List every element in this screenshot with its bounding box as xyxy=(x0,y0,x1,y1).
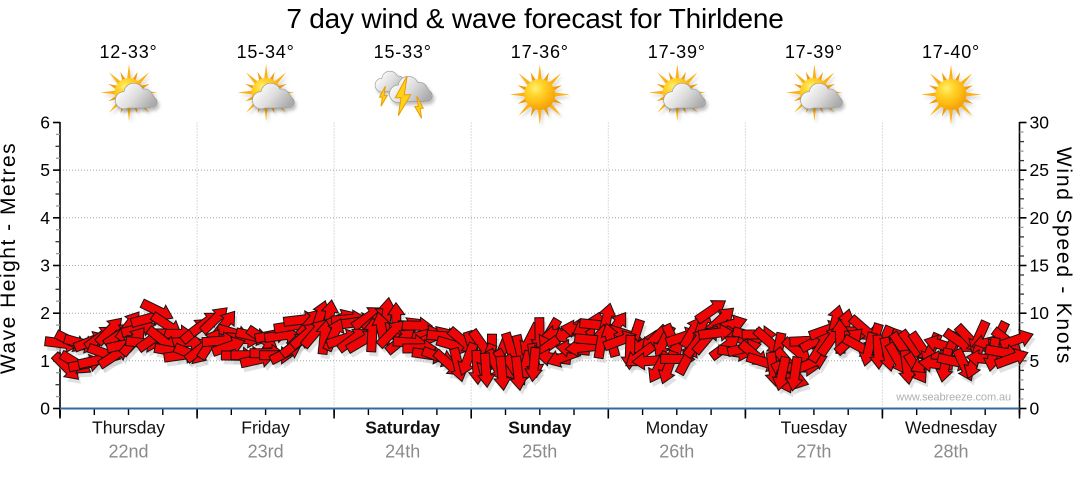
svg-text:17-40°: 17-40° xyxy=(922,42,980,62)
svg-text:25: 25 xyxy=(1030,160,1049,180)
svg-text:12-33°: 12-33° xyxy=(99,42,157,62)
svg-text:6: 6 xyxy=(40,113,50,133)
svg-text:25th: 25th xyxy=(522,442,557,462)
svg-text:26th: 26th xyxy=(659,442,694,462)
svg-text:17-39°: 17-39° xyxy=(785,42,843,62)
svg-text:7 day wind & wave forecast for: 7 day wind & wave forecast for Thirldene xyxy=(286,3,783,34)
svg-text:2: 2 xyxy=(40,303,50,323)
svg-text:0: 0 xyxy=(40,399,50,419)
svg-text:28th: 28th xyxy=(933,442,968,462)
svg-text:27th: 27th xyxy=(796,442,831,462)
svg-text:Wednesday: Wednesday xyxy=(905,418,997,438)
svg-text:3: 3 xyxy=(40,256,50,276)
svg-text:0: 0 xyxy=(1030,399,1040,419)
svg-text:15-33°: 15-33° xyxy=(374,42,432,62)
svg-text:22nd: 22nd xyxy=(108,442,148,462)
svg-text:www.seabreeze.com.au: www.seabreeze.com.au xyxy=(895,392,1011,404)
svg-text:23rd: 23rd xyxy=(248,442,284,462)
svg-text:Tuesday: Tuesday xyxy=(781,418,848,438)
svg-text:10: 10 xyxy=(1030,303,1050,323)
svg-text:Wind Speed - Knots: Wind Speed - Knots xyxy=(1052,147,1075,365)
svg-text:Sunday: Sunday xyxy=(508,418,571,438)
svg-text:15-34°: 15-34° xyxy=(237,42,295,62)
svg-text:20: 20 xyxy=(1030,208,1050,228)
svg-text:Friday: Friday xyxy=(241,418,290,438)
svg-text:5: 5 xyxy=(1030,351,1040,371)
svg-text:5: 5 xyxy=(40,160,50,180)
svg-text:Thursday: Thursday xyxy=(92,418,165,438)
svg-text:Saturday: Saturday xyxy=(365,418,440,438)
svg-text:17-36°: 17-36° xyxy=(511,42,569,62)
svg-text:17-39°: 17-39° xyxy=(648,42,706,62)
svg-text:4: 4 xyxy=(40,208,50,228)
svg-text:1: 1 xyxy=(40,351,50,371)
svg-text:30: 30 xyxy=(1030,113,1050,133)
svg-text:15: 15 xyxy=(1030,256,1049,276)
svg-text:24th: 24th xyxy=(385,442,420,462)
svg-text:Wave Height - Metres: Wave Height - Metres xyxy=(0,142,20,374)
svg-text:Monday: Monday xyxy=(646,418,709,438)
